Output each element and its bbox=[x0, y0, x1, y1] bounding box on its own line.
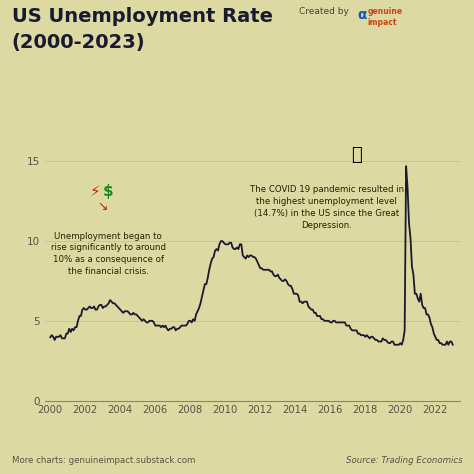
Text: Created by: Created by bbox=[299, 7, 348, 16]
Text: (2000-2023): (2000-2023) bbox=[12, 33, 146, 52]
Text: US Unemployment Rate: US Unemployment Rate bbox=[12, 7, 273, 26]
Text: The COVID 19 pandemic resulted in
the highest unemployment level
(14.7%) in the : The COVID 19 pandemic resulted in the hi… bbox=[250, 185, 404, 230]
Text: Source: Trading Economics: Source: Trading Economics bbox=[346, 456, 462, 465]
Text: Unemployment began to
rise significantly to around
10% as a consequence of
the f: Unemployment began to rise significantly… bbox=[51, 231, 165, 276]
Text: More charts: genuineimpact.substack.com: More charts: genuineimpact.substack.com bbox=[12, 456, 195, 465]
Text: ↘: ↘ bbox=[98, 200, 108, 212]
Text: 🦠: 🦠 bbox=[351, 146, 362, 164]
Text: α: α bbox=[358, 8, 367, 22]
Text: genuine
impact: genuine impact bbox=[367, 7, 402, 27]
Text: ⚡: ⚡ bbox=[90, 184, 100, 199]
Text: $: $ bbox=[103, 184, 113, 199]
